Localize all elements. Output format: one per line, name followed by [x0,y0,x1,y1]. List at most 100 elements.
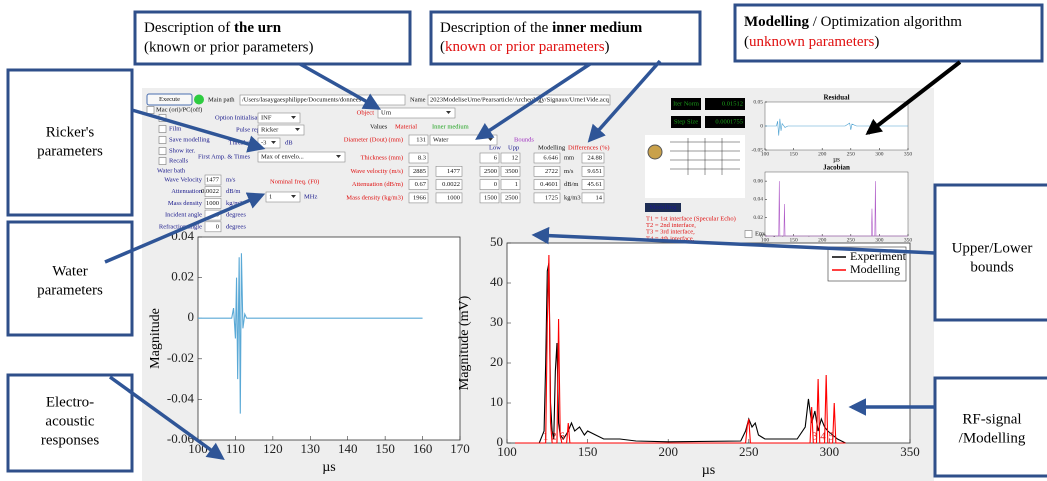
input-field[interactable] [204,186,222,197]
label: Water bath [157,167,186,174]
y-tick-label: -0.05 [752,147,764,153]
input-field[interactable] [581,166,605,177]
status-box [671,116,701,128]
callout-text: parameters [37,282,103,298]
input-field[interactable] [581,152,605,164]
text: ( [440,39,445,55]
dropdown[interactable] [257,112,301,124]
text: ) [874,34,879,50]
label: MHz [304,193,317,200]
input-field[interactable] [533,166,561,177]
input-field[interactable] [435,179,463,190]
label: 1500 [484,194,497,201]
dropdown-arrow [295,128,300,131]
input-field[interactable] [204,221,222,233]
input-field[interactable] [408,134,429,146]
arrow [865,60,962,135]
execute-button[interactable] [146,93,193,106]
label: degrees [226,223,246,230]
y-tick-label: 0.02 [753,215,763,221]
dropdown[interactable] [265,191,301,203]
checkbox[interactable] [158,136,167,144]
input-field[interactable] [500,166,521,177]
input-field[interactable] [408,192,429,204]
input-field[interactable] [435,192,463,204]
label: 2023ModeliseUrne/Pearsarticle/Archeology… [430,96,610,103]
input-field[interactable] [500,152,521,164]
input-field[interactable] [533,192,561,204]
label: 1000 [447,194,460,201]
label: Max of envelo... [261,153,304,160]
label: Low [489,144,501,151]
checkbox[interactable] [744,230,753,238]
label: 131 [416,136,426,143]
input-field[interactable] [427,94,611,106]
modelling-button[interactable] [645,203,681,212]
label: kg/m3 [564,194,581,201]
status-light [194,94,204,105]
input-field[interactable] [581,192,605,204]
label: 2500 [484,168,497,175]
dropdown[interactable] [257,151,346,163]
y-tick-label: 0 [760,233,763,239]
status-box [705,116,745,128]
y-tick-label: 20 [490,354,503,369]
callout-box [133,10,412,66]
dropdown[interactable] [377,107,456,119]
y-tick-label: -0.02 [167,350,194,365]
arrow [475,62,591,140]
label: T3 = 3rd interface, [646,229,695,236]
label: degrees [226,212,246,219]
dropdown[interactable] [429,134,498,146]
x-tick-label: 300 [820,444,840,459]
checkbox[interactable] [146,106,155,114]
checkbox[interactable] [158,147,167,155]
label: m/s [564,168,574,175]
callout-text: Upper/Lower [952,240,1033,256]
input-field[interactable] [435,166,463,177]
dropdown[interactable] [257,124,305,136]
y-tick-label: 30 [490,314,503,329]
input-field[interactable] [239,94,406,106]
input-field[interactable] [408,152,429,164]
label: Recalls [169,157,189,164]
x-tick-label: 350 [904,237,913,243]
label: 1477 [206,176,220,183]
input-field[interactable] [479,166,500,177]
input-field[interactable] [204,198,222,209]
input-field[interactable] [204,174,222,186]
callout-box [6,220,134,337]
plots: 100 110 120 130 140 150 160 170-0.06-0.04-0.020… [148,94,920,479]
label: Step Size [674,118,698,125]
x-tick-label: 300 [875,151,884,157]
label: Pulse reponse [236,126,272,133]
y-tick-label: -0.04 [167,390,195,405]
callout-text: acoustic [45,413,94,429]
checkbox[interactable] [158,125,167,133]
label: 1 [269,193,272,200]
label: First Amp. & Times [198,153,250,160]
label: m/s [226,176,236,183]
label: 2885 [413,168,426,175]
checkbox[interactable] [158,157,167,165]
input-field[interactable] [408,179,429,190]
y-tick-label: 0 [497,434,504,449]
callout-text: /Modelling [959,430,1026,446]
input-field[interactable] [533,152,561,164]
input-field[interactable] [500,179,521,190]
callout-text: Electro- [46,394,94,410]
input-field[interactable] [408,166,429,177]
text: inner medium [552,20,643,36]
input-field[interactable] [479,179,500,190]
input-field[interactable] [533,179,561,190]
label: Mass density (kg/m3) [346,194,403,201]
status-box [671,98,701,110]
callout-text: (unknown parameters) [744,34,879,50]
arrows [104,59,936,461]
arrow [131,108,266,153]
input-field[interactable] [500,192,521,204]
input-field[interactable] [479,152,500,164]
arrow [587,59,662,143]
input-field[interactable] [581,179,605,190]
input-field[interactable] [479,192,500,204]
